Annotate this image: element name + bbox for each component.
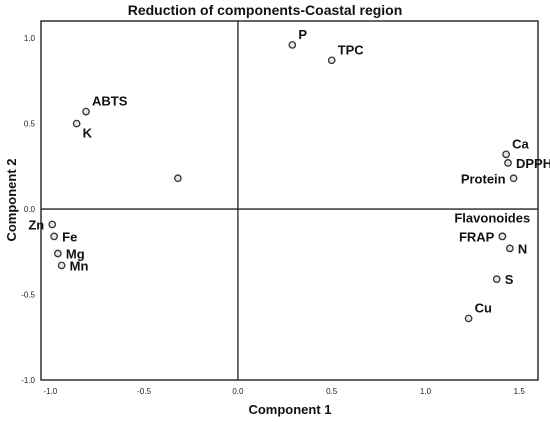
plot-frame <box>40 20 539 381</box>
point-label: Ca <box>512 136 529 151</box>
data-point <box>492 275 501 283</box>
point-label: P <box>298 27 307 42</box>
data-point <box>498 232 507 241</box>
x-axis-ticks: -1.0 -0.5 0.0 0.5 1.0 1.5 <box>43 387 525 396</box>
data-point <box>57 261 66 270</box>
point-label: Fe <box>62 229 77 244</box>
point-label: ABTS <box>92 94 128 109</box>
x-tick-label: 1.0 <box>420 387 432 396</box>
x-tick-label: -1.0 <box>43 387 57 396</box>
point-label: S <box>505 272 514 287</box>
point-label: TPC <box>338 42 365 57</box>
data-point <box>464 314 473 323</box>
x-tick-label: -0.5 <box>137 387 151 396</box>
y-axis-title: Component 2 <box>4 158 19 241</box>
data-point <box>48 220 57 229</box>
data-point <box>509 174 518 183</box>
y-tick-label: 0.0 <box>24 205 36 214</box>
point-label: Flavonoides <box>454 210 530 225</box>
data-point <box>54 249 62 258</box>
y-tick-label: -0.5 <box>21 291 35 300</box>
point-label: N <box>518 241 527 256</box>
x-tick-label: 0.5 <box>326 387 338 396</box>
x-tick-label: 1.5 <box>514 387 526 396</box>
data-point <box>174 174 182 183</box>
data-point <box>50 232 58 241</box>
data-point <box>288 41 297 49</box>
x-tick-label: 0.0 <box>232 387 244 396</box>
point-label: FRAP <box>459 229 495 244</box>
x-axis-title: Component 1 <box>248 402 331 417</box>
y-tick-label: 1.0 <box>24 34 36 43</box>
point-label: Protein <box>461 171 506 186</box>
point-label: DPPH <box>516 156 550 171</box>
data-point <box>506 244 514 253</box>
reference-lines <box>41 21 538 380</box>
chart-title: Reduction of components-Coastal region <box>128 2 403 18</box>
point-label: Mn <box>70 258 89 273</box>
data-point <box>504 159 512 167</box>
data-point <box>327 56 336 65</box>
point-label: Zn <box>28 217 44 232</box>
data-point <box>502 150 510 159</box>
y-tick-label: 0.5 <box>24 120 36 129</box>
point-label: K <box>83 126 93 141</box>
point-label: Cu <box>475 300 492 315</box>
y-tick-label: -1.0 <box>21 376 35 385</box>
y-axis-ticks: 1.0 0.5 0.0 -0.5 -1.0 <box>21 34 35 385</box>
data-point <box>72 119 81 128</box>
data-point <box>82 107 90 116</box>
point-label: Mg <box>66 246 85 261</box>
